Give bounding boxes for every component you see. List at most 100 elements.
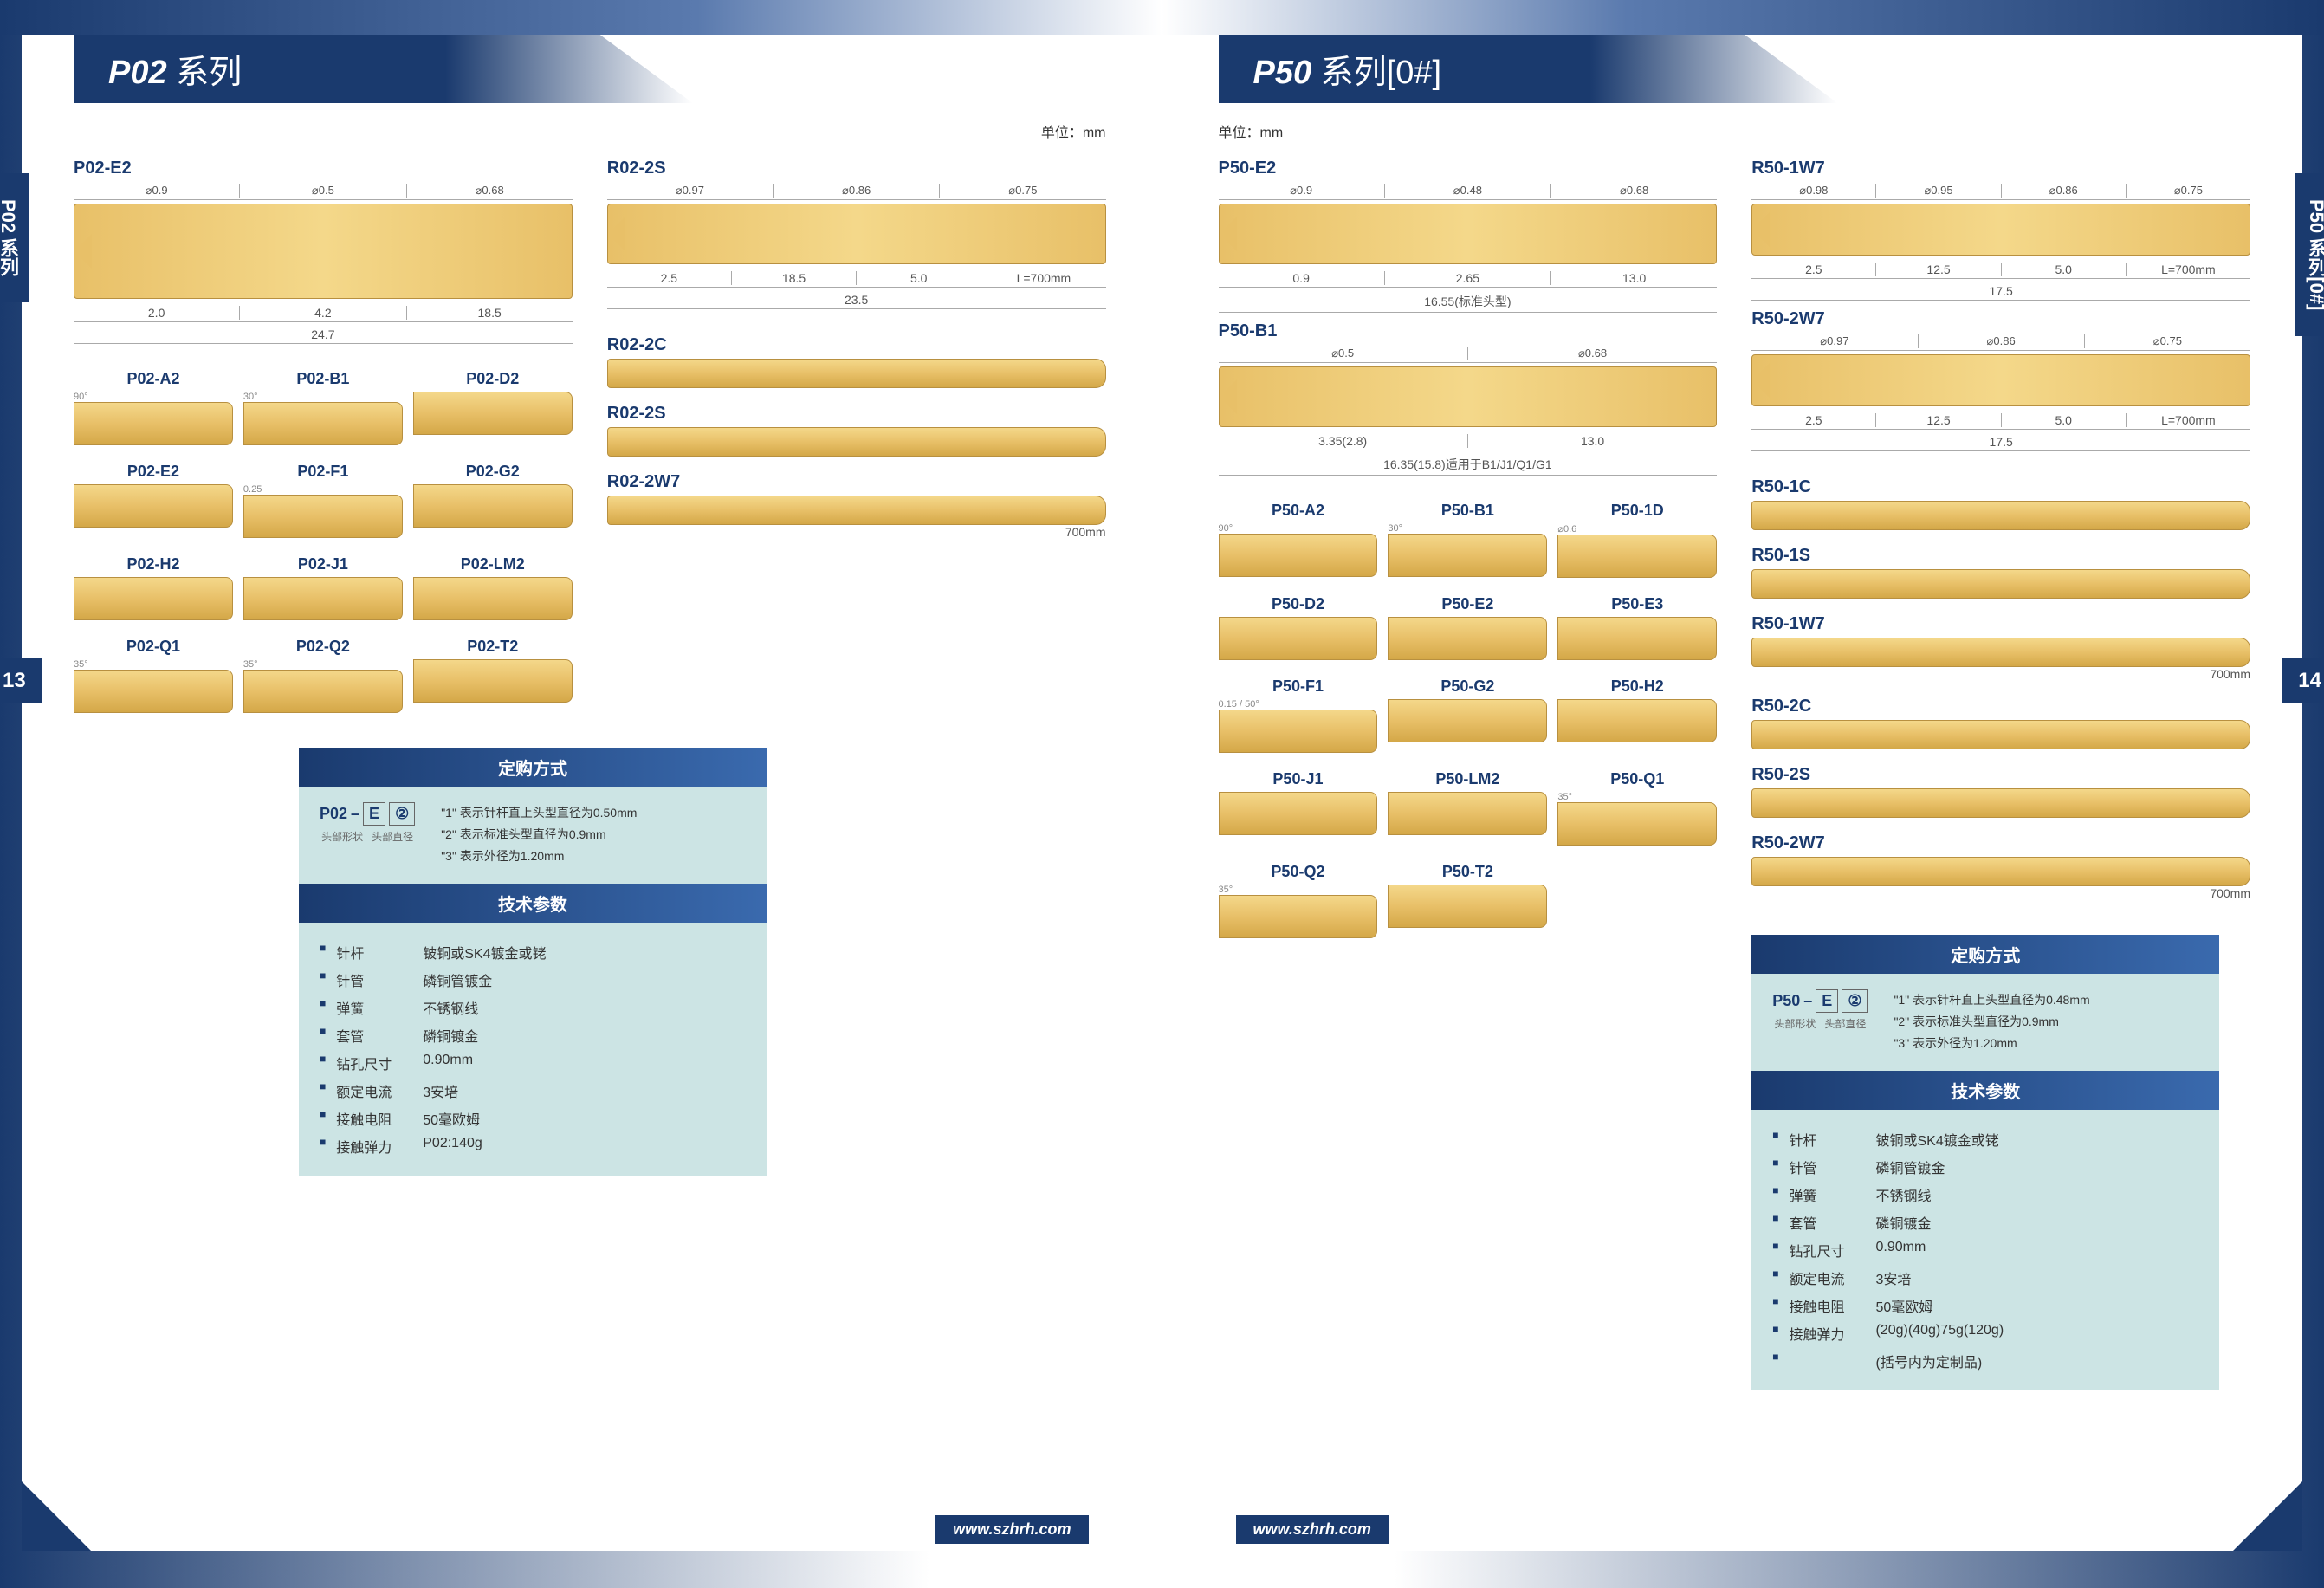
p02-tip-grid: P02-A290°P02-B130°P02-D2P02-E2P02-F10.25… [74, 370, 573, 713]
tip-label: P50-B1 [1388, 502, 1547, 520]
tip-label: P02-Q1 [74, 638, 233, 656]
p50b1-diagram [1219, 366, 1718, 427]
tip-p02-g2: P02-G2 [413, 463, 573, 538]
tip-p02-b1: P02-B130° [243, 370, 403, 445]
spec-value: 磷铜管镀金 [423, 969, 492, 990]
spec-value: 磷铜镀金 [1876, 1212, 1932, 1233]
tip-p50-q1: P50-Q135° [1557, 770, 1717, 846]
code-box: P50 – E ② [1772, 989, 1868, 1013]
dim: 16.35(15.8)适用于B1/J1/Q1/G1 [1219, 456, 1718, 473]
spec-value: 磷铜镀金 [423, 1025, 478, 1046]
dim: ⌀0.9 [1219, 184, 1384, 198]
receptacle-r50-2s: R50-2S [1751, 765, 2250, 818]
order-code: P50 – E ② 头部形状 头部直径 "1" 表示针杆直 [1772, 989, 2198, 1055]
p50b1-total: 16.35(15.8)适用于B1/J1/Q1/G1 [1219, 454, 1718, 476]
tip-shape-icon [1219, 534, 1378, 577]
dim: L=700mm [981, 271, 1105, 285]
tip-label: P50-E2 [1388, 595, 1547, 613]
specs-header: 技术参数 [299, 884, 767, 923]
tip-p50-j1: P50-J1 [1219, 770, 1378, 846]
dim: 23.5 [607, 293, 1106, 307]
r02-total: 23.5 [607, 291, 1106, 309]
receptacle-tail: 700mm [1751, 667, 2250, 681]
tip-shape-icon [1219, 895, 1378, 938]
receptacle-shape-icon [1751, 638, 2250, 667]
order-code: P02 – E ② 头部形状 头部直径 "1" 表示针杆直上头型直径为0.50m… [320, 802, 746, 868]
p02e2-lengths: 2.0 4.2 18.5 [74, 304, 573, 322]
tip-shape-icon [74, 402, 233, 445]
sub2: 头部直径 [372, 831, 413, 843]
spec-row: 接触弹力(20g)(40g)75g(120g) [1772, 1319, 2198, 1347]
receptacle-label: R02-2C [607, 335, 1106, 355]
spec-key: 额定电流 [336, 1080, 423, 1101]
dim: ⌀0.68 [1467, 347, 1717, 360]
tip-label: P50-LM2 [1388, 770, 1547, 788]
spec-key: 套管 [1790, 1212, 1876, 1233]
spec-key: 针杆 [1790, 1129, 1876, 1150]
spec-row: 套管磷铜镀金 [1772, 1209, 2198, 1236]
p50-tip-grid: P50-A290°P50-B130°P50-1D⌀0.6P50-D2P50-E2… [1219, 502, 1718, 938]
dim: 18.5 [731, 271, 856, 285]
receptacle-shape-icon [607, 359, 1106, 388]
receptacle-label: R50-1W7 [1751, 614, 2250, 634]
series-header-p02: P02 系列 [74, 35, 693, 103]
page-number-13: 13 [0, 658, 42, 703]
tip-label: P02-LM2 [413, 555, 573, 574]
p50-probe-col: P50-E2 ⌀0.9 ⌀0.48 ⌀0.68 0.9 2.65 13.0 16… [1219, 150, 1718, 1390]
corner-decoration [22, 1481, 91, 1551]
tip-p50-1d: P50-1D⌀0.6 [1557, 502, 1717, 578]
p50e2-diagram [1219, 204, 1718, 264]
series-code: P02 [108, 55, 167, 91]
r02-lengths: 2.5 18.5 5.0 L=700mm [607, 269, 1106, 288]
tip-label: P50-H2 [1557, 677, 1717, 696]
tip-p50-lm2: P50-LM2 [1388, 770, 1547, 846]
spec-row: 套管磷铜镀金 [320, 1021, 746, 1049]
order-notes: "1" 表示针杆直上头型直径为0.48mm "2" 表示标准头型直径为0.9mm… [1894, 989, 2089, 1055]
dim: ⌀0.75 [2126, 184, 2250, 198]
tip-shape-icon [1219, 617, 1378, 660]
receptacle-label: R50-2C [1751, 697, 2250, 716]
probe-label-p02e2: P02-E2 [74, 159, 573, 178]
spec-key: 接触电阻 [1790, 1295, 1876, 1316]
receptacle-r02-2w7: R02-2W7700mm [607, 472, 1106, 539]
spec-value: 磷铜管镀金 [1876, 1157, 1945, 1177]
tip-shape-icon [1388, 885, 1547, 928]
top-gradient-bar [0, 0, 2324, 35]
receptacle-label: R50-1C [1751, 477, 2250, 497]
tip-shape-icon [1557, 617, 1717, 660]
dim: 2.5 [607, 271, 731, 285]
spec-value: 不锈钢线 [423, 997, 478, 1018]
sub1: 头部形状 [321, 831, 363, 843]
receptacle-shape-icon [1751, 788, 2250, 818]
tip-label: P50-E3 [1557, 595, 1717, 613]
dim: 2.5 [1751, 263, 1875, 276]
order-header: 定购方式 [299, 748, 767, 787]
receptacle-shape-icon [1751, 720, 2250, 749]
code-box: P02 – E ② [320, 802, 415, 826]
dim: ⌀0.5 [239, 184, 405, 198]
tip-p02-t2: P02-T2 [413, 638, 573, 713]
spec-key [1790, 1351, 1876, 1371]
dim: 5.0 [2001, 413, 2126, 427]
tip-p50-g2: P50-G2 [1388, 677, 1547, 753]
code-shape: E [363, 802, 385, 826]
spec-row: 额定电流3安培 [320, 1077, 746, 1105]
tip-shape-icon [413, 484, 573, 528]
code-shape: E [1816, 989, 1838, 1013]
spec-value: 0.90mm [1876, 1240, 1926, 1261]
r50-2-diameters: ⌀0.97 ⌀0.86 ⌀0.75 [1751, 333, 2250, 351]
receptacle-label: R02-2W7 [607, 472, 1106, 492]
spec-row: 钻孔尺寸0.90mm [1772, 1236, 2198, 1264]
specs-header: 技术参数 [1751, 1071, 2219, 1110]
order-body: P02 – E ② 头部形状 头部直径 "1" 表示针杆直上头型直径为0.50m… [299, 787, 767, 884]
series-suffix: 系列[0#] [1321, 55, 1441, 91]
sub2: 头部直径 [1824, 1018, 1866, 1030]
receptacle-label: R50-1S [1751, 546, 2250, 566]
dim: ⌀0.86 [773, 184, 939, 198]
tip-shape-icon [1219, 710, 1378, 753]
tip-p02-e2: P02-E2 [74, 463, 233, 538]
dim: ⌀0.75 [939, 184, 1105, 198]
code-subs: 头部形状 头部直径 [1772, 1016, 1868, 1031]
p50b1-diameters: ⌀0.5 ⌀0.68 [1219, 345, 1718, 363]
r50-1-lengths: 2.5 12.5 5.0 L=700mm [1751, 261, 2250, 279]
